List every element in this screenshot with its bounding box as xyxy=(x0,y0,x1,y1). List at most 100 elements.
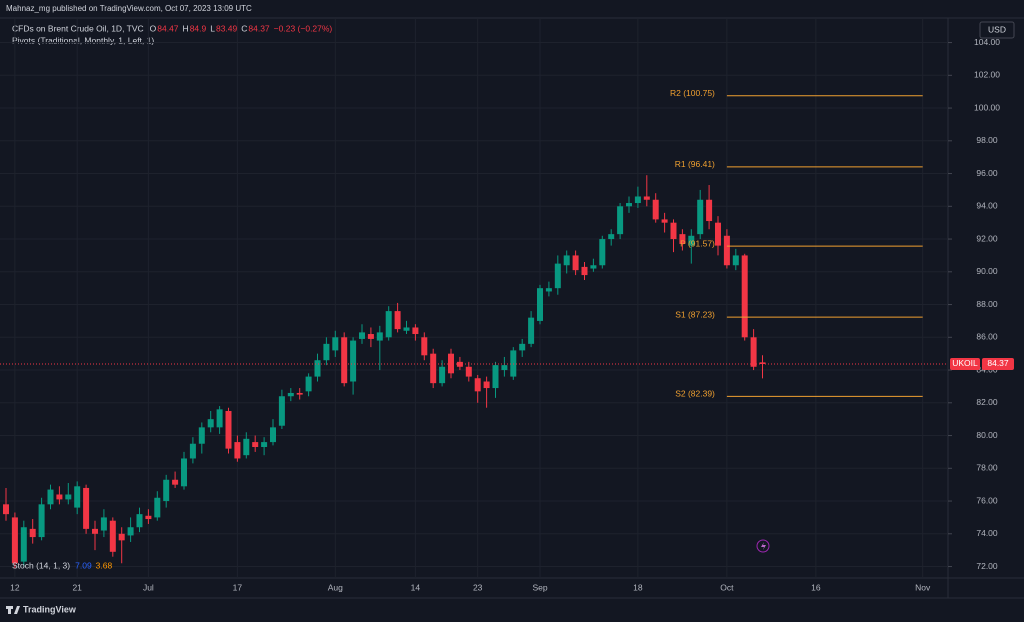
candle-body xyxy=(741,255,748,338)
candle-body xyxy=(198,427,205,444)
ticker: UKOIL xyxy=(952,358,978,368)
candle-body xyxy=(65,494,72,500)
candle-body xyxy=(545,288,552,292)
x-tick-label: Nov xyxy=(915,582,931,592)
candle-body xyxy=(697,199,704,235)
candle-body xyxy=(465,366,472,377)
candle-body xyxy=(492,365,499,389)
candle-body xyxy=(643,196,650,200)
candle-body xyxy=(501,365,508,371)
candle-body xyxy=(270,427,276,443)
y-tick-label: 104.00 xyxy=(974,37,1000,47)
candle-body xyxy=(127,527,134,536)
candle-body xyxy=(20,527,27,562)
candle-body xyxy=(38,504,45,538)
candle-body xyxy=(715,222,721,246)
candle-body xyxy=(172,479,179,485)
y-tick-label: 88.00 xyxy=(976,299,998,309)
candle-body xyxy=(572,255,579,271)
candle-body xyxy=(599,239,606,266)
candle-body xyxy=(261,442,268,448)
ohlc-value: 83.49 xyxy=(216,23,238,33)
candle-body xyxy=(359,332,365,339)
candle-body xyxy=(474,378,481,392)
candle-body xyxy=(670,222,677,240)
candle-body xyxy=(554,263,561,289)
candle-body xyxy=(287,392,294,397)
ohlc-letter: O xyxy=(150,23,157,33)
candle-body xyxy=(3,504,9,515)
candle-body xyxy=(332,337,339,351)
candle-body xyxy=(679,234,686,244)
stoch-d: 3.68 xyxy=(96,560,113,570)
candle-body xyxy=(11,517,18,564)
candle-body xyxy=(723,235,730,266)
candle-body xyxy=(136,514,143,528)
ticker-box xyxy=(950,357,980,370)
candle-body xyxy=(341,337,348,384)
candle-body xyxy=(367,334,374,339)
candle-body xyxy=(207,419,214,428)
candle-body xyxy=(252,442,259,448)
candle-body xyxy=(305,376,312,392)
x-tick-label: Aug xyxy=(328,582,343,592)
ohlc-value: 84.37 xyxy=(248,23,270,33)
lightning-icon[interactable] xyxy=(756,539,770,553)
candle-body xyxy=(430,353,437,384)
y-tick-label: 92.00 xyxy=(976,233,998,243)
candle-body xyxy=(483,381,490,389)
y-tick-label: 94.00 xyxy=(976,201,998,211)
candle-body xyxy=(109,520,116,552)
candle-body xyxy=(225,410,232,449)
candle-body xyxy=(537,288,543,321)
currency-box[interactable] xyxy=(979,21,1015,39)
y-tick-label: 74.00 xyxy=(976,528,998,538)
tv-logo: TradingView xyxy=(6,604,77,614)
ohlc-value: 84.9 xyxy=(190,23,207,33)
candle-body xyxy=(234,442,241,459)
candle-body xyxy=(403,327,410,331)
candle-body xyxy=(56,494,63,500)
candle-body xyxy=(412,327,419,335)
candle-body xyxy=(145,515,152,520)
candle-body xyxy=(118,533,125,541)
candle-body xyxy=(652,199,659,220)
y-tick-label: 86.00 xyxy=(976,332,998,342)
ohlc-letter: H xyxy=(183,23,189,33)
ohlc-letter: C xyxy=(241,23,247,33)
icon-ring[interactable] xyxy=(756,539,770,553)
icon-bolt[interactable] xyxy=(761,542,766,550)
x-tick-label: 21 xyxy=(72,582,82,592)
candle-body xyxy=(634,196,641,204)
candle-body xyxy=(92,528,98,534)
y-tick-label: 72.00 xyxy=(976,561,998,571)
candle-body xyxy=(563,255,570,266)
candle-body xyxy=(278,396,285,426)
candle-body xyxy=(47,489,54,505)
candle-body xyxy=(528,317,535,344)
change: −0.23 (−0.27%) xyxy=(274,23,333,33)
logo-icon xyxy=(6,606,20,614)
candle-body xyxy=(154,497,161,518)
indicator: Pivots (Traditional, Monthly, 1, Left, 1… xyxy=(12,35,154,45)
candle-body xyxy=(100,517,107,531)
candle-body xyxy=(181,458,187,487)
brand: TradingView xyxy=(23,604,77,614)
candle-body xyxy=(590,265,597,269)
candle-body xyxy=(732,255,739,266)
candle-body xyxy=(83,487,90,529)
candle-body xyxy=(314,360,321,377)
x-tick-label: 12 xyxy=(10,582,20,592)
symbol: CFDs on Brent Crude Oil, 1D, TVC xyxy=(12,23,144,33)
candle-body xyxy=(323,343,330,361)
candle-body xyxy=(439,366,446,384)
candle-body xyxy=(519,343,526,351)
candle-body xyxy=(350,340,357,382)
stoch-label: Stoch (14, 1, 3) xyxy=(12,560,70,570)
candle-body xyxy=(661,219,668,223)
publisher: Mahnaz_mg published on TradingView.com, … xyxy=(6,4,252,13)
pivot-label: P (91.57) xyxy=(680,238,715,248)
candles xyxy=(3,175,766,569)
currency[interactable]: USD xyxy=(988,24,1006,34)
